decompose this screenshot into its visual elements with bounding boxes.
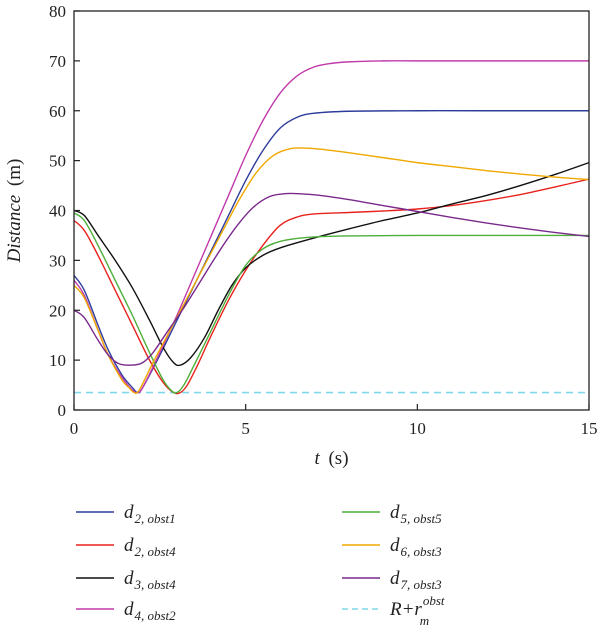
- series-line-2: [73, 178, 590, 395]
- plot-frame: [73, 10, 590, 411]
- series-line-7: [73, 192, 590, 366]
- x-tick-label: 10: [409, 419, 426, 438]
- series-line-6: [73, 147, 590, 395]
- legend-label: d2, obst1: [124, 502, 176, 526]
- series-line-4: [73, 60, 589, 394]
- x-tick-label: 5: [241, 419, 250, 438]
- y-axis-label: Distance (m): [4, 159, 25, 264]
- y-tick-label: 80: [49, 2, 66, 21]
- series-line-5: [73, 212, 589, 394]
- legend-label: d6, obst3: [390, 535, 442, 559]
- legend-label: d3, obst4: [124, 568, 176, 592]
- legend-entry-threshold: R+robst m: [342, 593, 445, 628]
- legend: d2, obst1 d2, obst4 d3, obst4 d4, obst2 d5, …: [76, 502, 445, 628]
- y-tick-label: 0: [58, 401, 67, 420]
- legend-entry-1: d2, obst1: [76, 502, 176, 526]
- legend-label: d2, obst4: [124, 535, 176, 559]
- y-tick-label: 70: [49, 52, 66, 71]
- y-tick-label: 20: [49, 301, 66, 320]
- series-line-3: [73, 161, 590, 367]
- legend-label: d4, obst2: [124, 599, 176, 623]
- legend-entry-4: d4, obst2: [76, 599, 176, 623]
- y-tick-label: 40: [49, 202, 66, 221]
- legend-label: d5, obst5: [390, 502, 442, 526]
- x-tick-label: 0: [70, 419, 79, 438]
- legend-entry-2: d2, obst4: [76, 535, 176, 559]
- legend-entry-6: d6, obst3: [342, 535, 442, 559]
- y-tick-label: 60: [49, 102, 66, 121]
- y-tick-label: 50: [49, 152, 66, 171]
- legend-label: R+robst m: [389, 593, 445, 628]
- series-line-1: [73, 110, 589, 394]
- y-tick-label: 30: [49, 251, 66, 270]
- y-tick-label: 10: [49, 351, 66, 370]
- legend-label: d7, obst3: [390, 568, 442, 592]
- legend-entry-3: d3, obst4: [76, 568, 176, 592]
- plot-lines: [73, 60, 590, 395]
- x-axis-label: t (s): [314, 448, 348, 469]
- legend-entry-7: d7, obst3: [342, 568, 442, 592]
- legend-entry-5: d5, obst5: [342, 502, 442, 526]
- x-tick-label: 15: [581, 419, 598, 438]
- axis-ticks: 0 5 10 15 0 10 20 30 40 50 60 70 80: [49, 2, 598, 438]
